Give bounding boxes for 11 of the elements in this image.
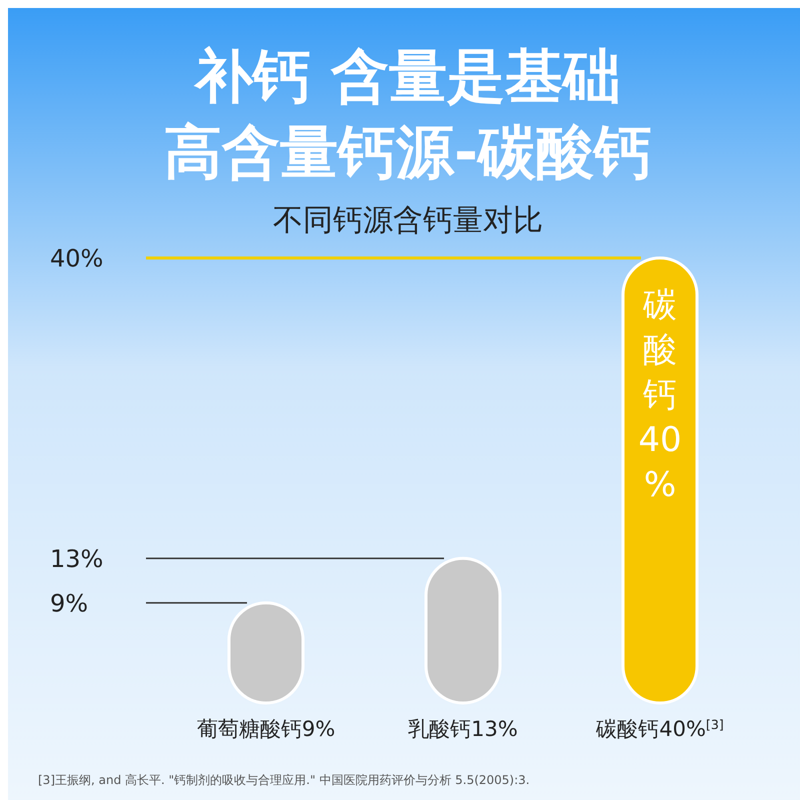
chart-title: 补钙 含量是基础高含量钙源-碳酸钙 xyxy=(164,42,652,186)
y-tick-label: 13% xyxy=(50,544,104,573)
y-tick-label: 9% xyxy=(50,589,88,618)
y-tick-label: 40% xyxy=(50,244,104,272)
text: [3]王振纲, and 高长平. "钙制剂的吸收与合理应用." 中国医院用药评价与分析 5.5(2005):3. xyxy=(38,773,530,787)
x-tick-label: 葡萄糖酸钙9% xyxy=(196,717,336,741)
chart-subtitle: 不同钙源含钙量对比 xyxy=(273,203,543,238)
x-tick-label: 乳酸钙13% xyxy=(408,717,518,741)
data-label: 碳酸钙40% xyxy=(638,285,682,505)
x-tick-label: 碳酸钙40%$^{[3]}$ xyxy=(595,716,724,741)
bar xyxy=(622,256,698,704)
